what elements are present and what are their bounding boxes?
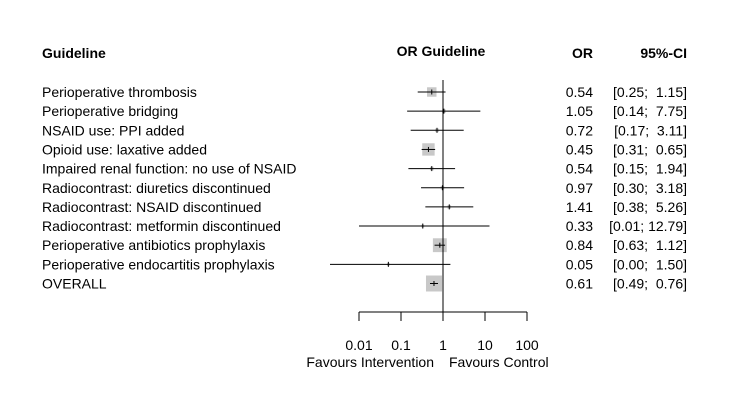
- or-value: 0.33: [566, 218, 593, 234]
- row-label: Opioid use: laxative added: [42, 141, 207, 157]
- forest-row: OVERALL 0.61 [0.49; 0.76]: [42, 275, 687, 292]
- forest-row: Perioperative thrombosis 0.54 [0.25; 1.15]: [42, 84, 687, 100]
- ci-value: [0.38; 5.26]: [613, 199, 687, 215]
- ci-value: [0.14; 7.75]: [613, 103, 687, 119]
- row-label: Radiocontrast: NSAID discontinued: [42, 199, 261, 215]
- tick-label: 0.01: [345, 337, 372, 353]
- header-95ci: 95%-CI: [640, 45, 687, 61]
- row-label: Perioperative endocartitis prophylaxis: [42, 256, 275, 272]
- forest-row: Radiocontrast: metformin discontinued 0.3…: [42, 218, 687, 234]
- favours-intervention-label: Favours Intervention: [306, 354, 434, 370]
- or-value: 0.05: [566, 256, 593, 272]
- or-value: 1.05: [566, 103, 593, 119]
- ci-value: [0.15; 1.94]: [613, 161, 687, 177]
- or-value: 0.97: [566, 180, 593, 196]
- or-value: 0.54: [566, 84, 593, 100]
- forest-row: Impaired renal function: no use of NSAID…: [42, 161, 687, 177]
- or-value: 0.54: [566, 161, 593, 177]
- ci-value: [0.63; 1.12]: [613, 237, 687, 253]
- forest-row: Perioperative bridging 1.05 [0.14; 7.75]: [42, 103, 687, 119]
- row-label: Radiocontrast: diuretics discontinued: [42, 180, 271, 196]
- ci-value: [0.01; 12.79]: [609, 218, 687, 234]
- or-value: 0.61: [566, 276, 593, 292]
- forest-row: Radiocontrast: diuretics discontinued 0.9…: [42, 180, 687, 196]
- rows-group: Perioperative thrombosis 0.54 [0.25; 1.15]…: [42, 84, 687, 292]
- ci-value: [0.00; 1.50]: [613, 256, 687, 272]
- tick-label: 100: [515, 337, 539, 353]
- ci-value: [0.49; 0.76]: [613, 276, 687, 292]
- row-label: Impaired renal function: no use of NSAID: [42, 161, 296, 177]
- forest-row: Perioperative endocartitis prophylaxis 0.…: [42, 256, 687, 272]
- forest-row: NSAID use: PPI added 0.72 [0.17; 3.11]: [42, 122, 687, 138]
- or-value: 1.41: [566, 199, 593, 215]
- ci-value: [0.30; 3.18]: [613, 180, 687, 196]
- forest-row: Radiocontrast: NSAID discontinued 1.41 [0.…: [42, 199, 687, 215]
- row-label: NSAID use: PPI added: [42, 122, 184, 138]
- forest-row: Perioperative antibiotics prophylaxis 0.8…: [42, 237, 687, 253]
- or-value: 0.72: [566, 122, 593, 138]
- forest-row: Opioid use: laxative added 0.45 [0.31; 0.6…: [42, 141, 687, 157]
- ci-value: [0.31; 0.65]: [613, 141, 687, 157]
- or-value: 0.84: [566, 237, 593, 253]
- favours-control-label: Favours Control: [449, 354, 549, 370]
- row-label: Radiocontrast: metformin discontinued: [42, 218, 281, 234]
- x-axis: 0.01 0.1 1 10 100 Favours Intervention Favours…: [306, 80, 549, 370]
- ci-value: [0.25; 1.15]: [613, 84, 687, 100]
- row-label: Perioperative thrombosis: [42, 84, 197, 100]
- header-guideline: Guideline: [42, 45, 106, 61]
- header-or-guideline: OR Guideline: [397, 43, 486, 59]
- or-value: 0.45: [566, 141, 593, 157]
- tick-label: 0.1: [391, 337, 411, 353]
- row-label: OVERALL: [42, 276, 107, 292]
- row-label: Perioperative bridging: [42, 103, 178, 119]
- tick-label: 1: [439, 337, 447, 353]
- tick-label: 10: [477, 337, 493, 353]
- row-label: Perioperative antibiotics prophylaxis: [42, 237, 265, 253]
- header-or: OR: [572, 45, 593, 61]
- ci-value: [0.17; 3.11]: [614, 122, 687, 138]
